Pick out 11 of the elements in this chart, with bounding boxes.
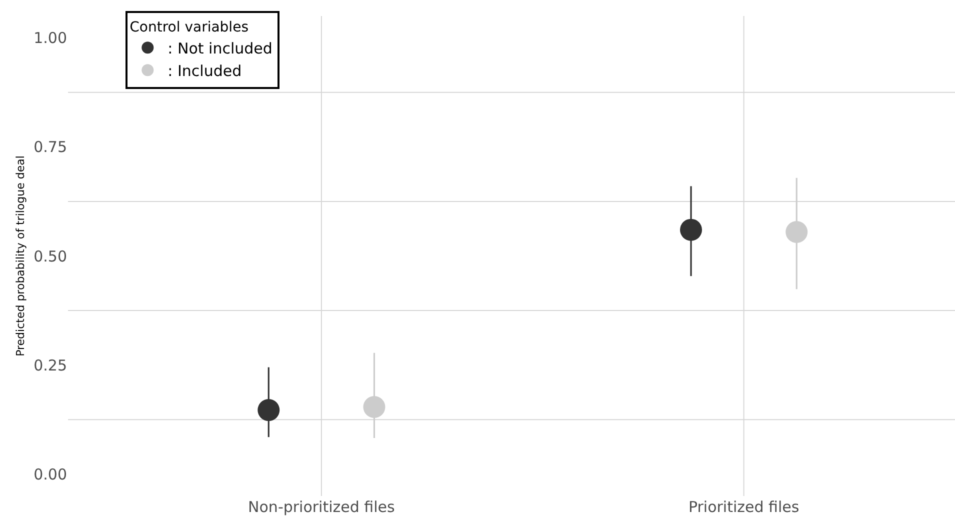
y-tick-label: 0.00 [34, 465, 67, 484]
legend-label: : Included [168, 62, 242, 80]
y-axis-title: Predicted probability of trilogue deal [14, 156, 28, 356]
x-tick-label: Non-prioritized files [248, 498, 395, 516]
x-tick-label: Prioritized files [688, 498, 800, 516]
y-tick-label: 0.75 [34, 138, 67, 156]
legend-title: Control variables [130, 19, 248, 36]
y-tick-label: 0.25 [34, 356, 67, 374]
y-tick-label: 0.50 [34, 247, 67, 266]
y-tick-label: 1.00 [34, 29, 67, 48]
legend-label: : Not included [168, 40, 272, 58]
